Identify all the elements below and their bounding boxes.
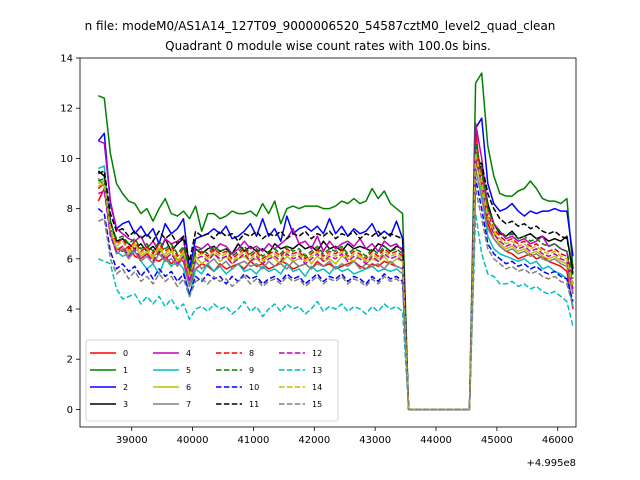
series-line-6	[98, 157, 574, 411]
axes-frame	[79, 57, 577, 428]
y-tick-label: 12	[60, 104, 73, 115]
y-tick-label: 0	[67, 405, 73, 416]
series-line-13	[98, 212, 574, 411]
figure-suptitle: n file: modeM0/AS1A14_127T09_9000006520_…	[85, 19, 556, 33]
series-line-15	[98, 187, 574, 411]
plot-area	[79, 57, 577, 428]
legend-label-10: 10	[249, 383, 259, 392]
x-tick-label: 39000	[116, 435, 148, 446]
y-tick-label: 4	[67, 305, 73, 316]
x-axis-offset-label: +4.995e8	[526, 458, 576, 469]
series-layer	[97, 72, 574, 411]
y-tick-label: 2	[67, 355, 73, 366]
y-tick-label: 6	[67, 254, 73, 265]
legend-label-13: 13	[312, 366, 322, 375]
legend-label-9: 9	[249, 366, 254, 375]
y-axis: 0 2 4 6 8 10 12 14	[60, 54, 80, 416]
series-line-9	[98, 142, 574, 411]
legend-label-12: 12	[312, 349, 322, 358]
x-axis: 39000 40000 41000 42000 43000 44000 45000 46000	[116, 427, 574, 446]
legend-box	[85, 339, 339, 422]
x-tick-label: 45000	[481, 435, 513, 446]
legend-label-15: 15	[312, 400, 322, 409]
legend-label-7: 7	[186, 400, 191, 409]
legend-label-11: 11	[249, 400, 259, 409]
series-line-8	[97, 150, 574, 411]
x-tick-label: 41000	[238, 435, 270, 446]
legend-label-1: 1	[123, 366, 128, 375]
x-tick-label: 43000	[359, 435, 391, 446]
legend-label-14: 14	[312, 383, 322, 392]
series-line-11	[98, 162, 574, 411]
legend-label-5: 5	[186, 366, 191, 375]
series-line-12	[98, 157, 574, 411]
y-tick-label: 14	[60, 54, 73, 65]
x-tick-label: 46000	[542, 435, 574, 446]
x-tick-label: 40000	[177, 435, 209, 446]
legend-label-4: 4	[186, 349, 191, 358]
legend-label-3: 3	[123, 400, 128, 409]
y-tick-label: 10	[60, 154, 73, 165]
series-line-14	[98, 152, 574, 411]
legend-label-6: 6	[186, 383, 191, 392]
x-tick-label: 44000	[420, 435, 452, 446]
x-tick-label: 42000	[298, 435, 330, 446]
series-line-10	[97, 177, 574, 411]
legend-label-0: 0	[123, 349, 128, 358]
y-tick-label: 8	[67, 204, 73, 215]
legend-label-2: 2	[123, 383, 128, 392]
series-line-1	[98, 72, 574, 411]
series-line-2	[97, 117, 574, 411]
series-line-7	[97, 167, 574, 411]
legend-label-8: 8	[249, 349, 254, 358]
chart-title: Quadrant 0 module wise count rates with …	[165, 39, 491, 53]
